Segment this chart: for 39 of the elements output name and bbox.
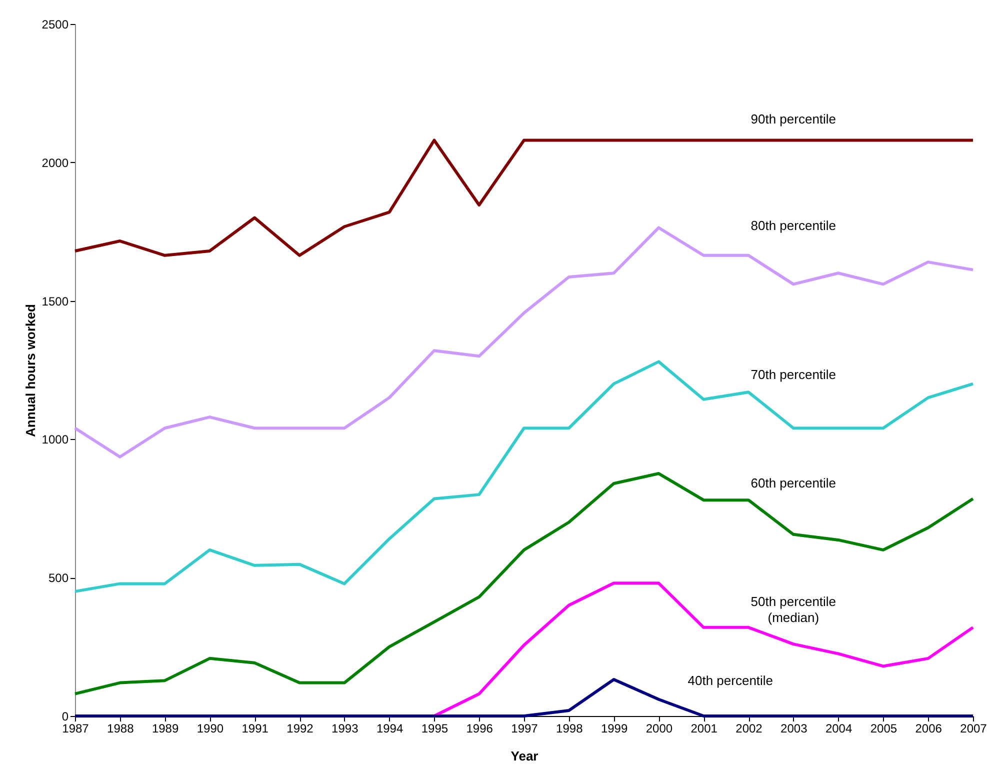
x-tick-label: 1996 — [466, 722, 494, 736]
y-axis-title: Annual hours worked — [22, 304, 38, 437]
x-tick-label: 2003 — [780, 722, 808, 736]
series-label: 70th percentile — [750, 367, 836, 382]
y-tick-label: 2500 — [42, 18, 69, 32]
line-series — [74, 472, 974, 696]
x-tick-label: 1992 — [286, 722, 314, 736]
series-label: 50th percentile (median) — [750, 594, 836, 626]
x-tick-label: 1991 — [242, 722, 269, 736]
x-tick-label: 1989 — [152, 722, 179, 736]
x-tick-label: 1999 — [600, 722, 628, 736]
y-tick-label: 500 — [48, 571, 69, 586]
x-tick-label: 1990 — [196, 722, 224, 736]
x-tick-label: 2000 — [646, 722, 673, 736]
x-tick-label: 1993 — [332, 722, 359, 736]
line-series — [74, 360, 974, 593]
x-tick-label: 1994 — [376, 722, 404, 736]
y-tick-label: 1000 — [42, 432, 69, 447]
series-label: 40th percentile — [688, 673, 774, 688]
line-series — [74, 138, 974, 257]
y-tick-label: 0 — [62, 710, 69, 724]
series-label: 80th percentile — [750, 218, 836, 234]
line-series — [432, 582, 974, 718]
x-tick-label: 2002 — [736, 722, 763, 736]
x-tick-label: 1997 — [511, 722, 538, 736]
x-tick-label: 1987 — [62, 722, 90, 736]
y-tick-label: 1500 — [42, 294, 69, 308]
x-tick-label: 1995 — [421, 722, 448, 736]
series-label: 90th percentile — [750, 111, 836, 126]
x-tick-label: 2006 — [915, 722, 942, 736]
x-tick-label: 1998 — [556, 722, 584, 736]
x-tick-label: 1988 — [107, 722, 134, 736]
x-axis-title: Year — [510, 748, 538, 764]
x-tick-label: 2001 — [690, 722, 718, 736]
x-tick-label: 2005 — [870, 722, 898, 736]
y-tick-label: 2000 — [42, 156, 69, 170]
x-tick-label: 2004 — [825, 722, 852, 736]
series-label: 60th percentile — [750, 475, 836, 490]
x-tick-label: 2007 — [960, 722, 987, 736]
